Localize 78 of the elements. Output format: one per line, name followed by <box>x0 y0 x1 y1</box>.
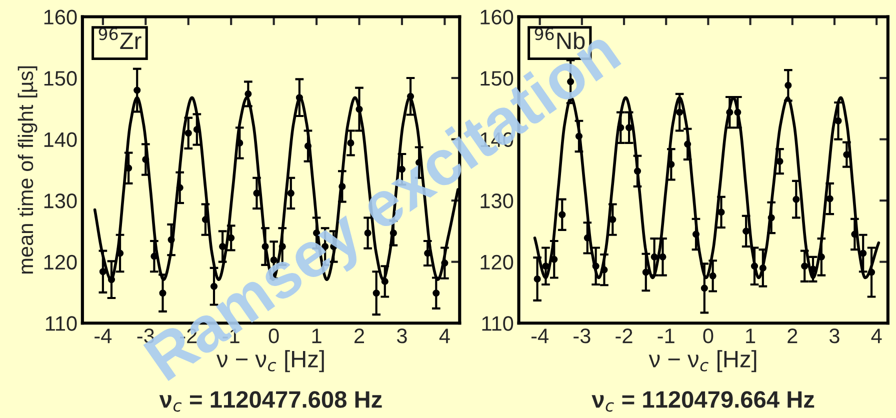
x-tick-label: 4 <box>871 328 882 344</box>
point <box>542 262 550 270</box>
point <box>734 108 742 116</box>
point <box>253 190 260 197</box>
point <box>700 284 708 292</box>
x-tick-label: 2 <box>354 328 364 344</box>
point <box>650 253 658 260</box>
point <box>296 94 303 102</box>
x-tick-label: 2 <box>788 328 798 344</box>
x-tick-label: 0 <box>703 328 714 344</box>
text: ν$_{c}$ = 1120479.664 Hz <box>592 391 814 412</box>
point <box>684 140 692 148</box>
point <box>692 230 700 238</box>
point <box>768 214 775 222</box>
point <box>108 276 115 284</box>
y-tick-label: 110 <box>46 316 77 331</box>
x-tick-label: -4 <box>531 328 548 344</box>
y-tick-label: 120 <box>44 254 77 270</box>
point <box>776 158 784 165</box>
x-axis-title: ν − ν$_{c}$ [Hz] <box>648 350 756 372</box>
point <box>441 260 448 267</box>
x-tick-label: 3 <box>396 328 407 344</box>
x-tick-label: 1 <box>746 328 756 344</box>
point <box>676 108 684 116</box>
point <box>134 86 141 94</box>
x-tick-label: -2 <box>616 328 632 344</box>
point <box>99 268 106 276</box>
point <box>834 117 842 124</box>
point <box>176 184 184 192</box>
x-tick-label: 3 <box>829 328 840 344</box>
y-tick-label: 160 <box>44 10 77 24</box>
point <box>792 196 800 203</box>
y-tick-label: 160 <box>480 10 514 24</box>
y-tick-label: 150 <box>44 71 77 86</box>
point <box>432 290 440 297</box>
y-tick-label: 120 <box>480 254 514 270</box>
y-tick-label: 110 <box>482 316 514 331</box>
point <box>659 253 666 260</box>
annotation: $^{96}$Zr <box>98 28 142 49</box>
point <box>347 139 354 146</box>
y-tick-label: 140 <box>44 132 77 148</box>
point <box>750 262 758 270</box>
point <box>860 250 867 257</box>
y-axis-title: mean time of flight [µs] <box>18 66 38 274</box>
point <box>626 124 633 132</box>
point <box>759 264 766 272</box>
point <box>534 275 541 283</box>
point <box>742 228 750 235</box>
point <box>244 90 252 98</box>
point <box>868 268 876 276</box>
point <box>390 230 397 237</box>
point <box>634 168 641 175</box>
point <box>642 268 650 276</box>
point <box>726 108 734 116</box>
x-tick-label: 4 <box>439 328 450 344</box>
point <box>372 290 380 297</box>
point <box>600 266 608 274</box>
point <box>851 230 858 238</box>
point <box>304 142 312 150</box>
point <box>784 82 792 89</box>
point <box>142 156 150 164</box>
point <box>801 262 808 270</box>
point <box>826 195 834 202</box>
point <box>709 272 716 280</box>
point <box>364 230 372 237</box>
point <box>381 278 388 285</box>
x-tick-label: -1 <box>658 328 674 344</box>
point <box>592 262 600 270</box>
point <box>356 106 363 113</box>
point <box>287 190 294 197</box>
y-tick-label: 130 <box>44 194 77 208</box>
x-tick-label: -3 <box>574 328 590 344</box>
x-tick-label: -4 <box>94 328 112 344</box>
point <box>184 130 192 137</box>
point <box>550 256 558 263</box>
text: ν$_{c}$ = 1120477.608 Hz <box>159 391 382 412</box>
point <box>718 208 725 216</box>
point <box>338 182 346 190</box>
